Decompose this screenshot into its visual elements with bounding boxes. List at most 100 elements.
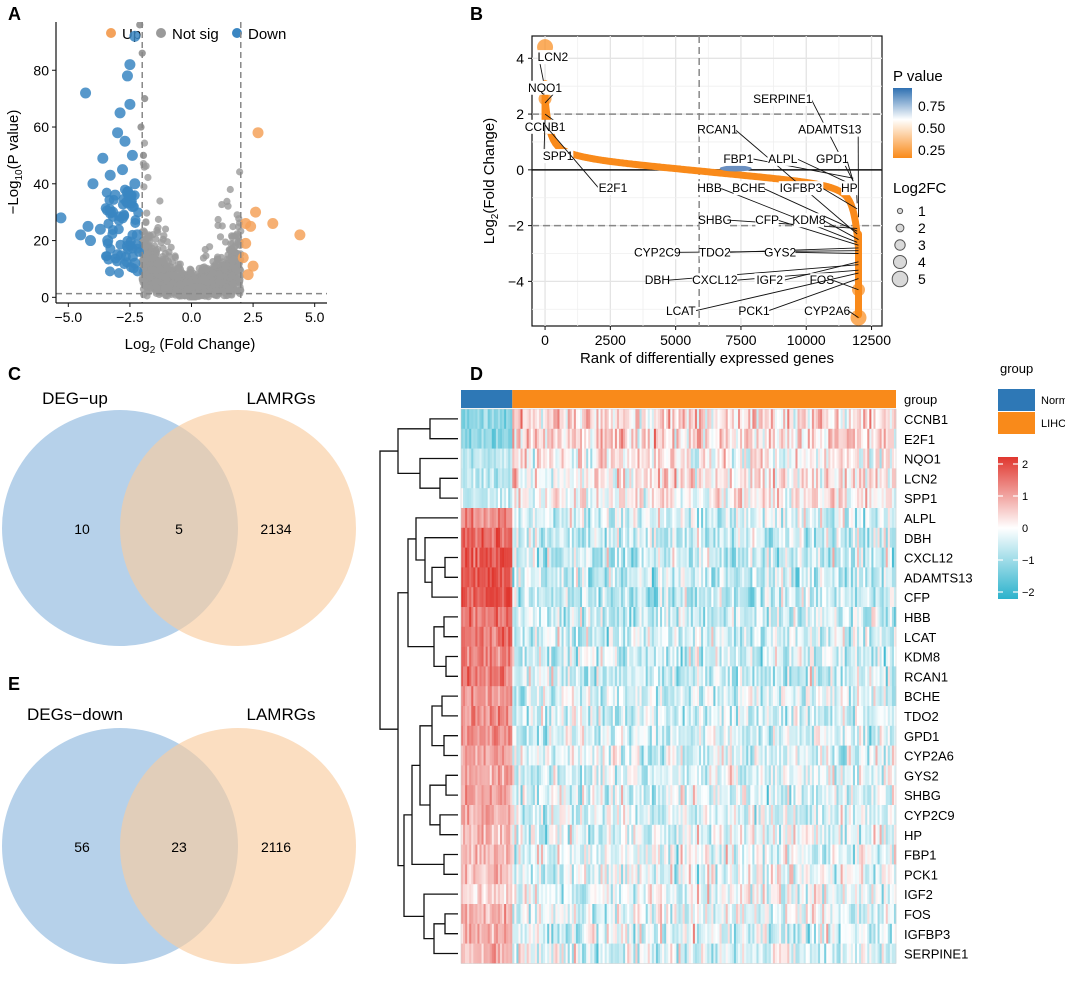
heatmap-cell	[879, 607, 882, 628]
heatmap-cell	[813, 626, 817, 647]
heatmap-cell	[840, 508, 843, 529]
heatmap-cell	[735, 448, 739, 469]
heatmap-cell	[541, 607, 544, 628]
heatmap-cell	[846, 607, 850, 628]
heatmap-cell	[543, 607, 546, 628]
heatmap-cell	[688, 508, 692, 529]
heatmap-cell	[850, 607, 854, 628]
heatmap-cell	[672, 587, 675, 608]
heatmap-cell	[779, 468, 782, 489]
heatmap-cell	[557, 725, 560, 746]
heatmap-cell	[762, 488, 765, 509]
heatmap-cell	[826, 488, 829, 509]
heatmap-cell	[715, 547, 718, 568]
heatmap-cell	[660, 626, 663, 647]
heatmap-cell	[873, 646, 876, 667]
heatmap-cell	[573, 607, 577, 628]
notsig-point	[168, 264, 176, 272]
heatmap-cell	[861, 587, 864, 608]
heatmap-cell	[670, 428, 673, 449]
heatmap-cell	[672, 567, 675, 588]
heatmap-cell	[534, 706, 538, 727]
heatmap-cell	[465, 587, 468, 608]
heatmap-cell	[815, 409, 819, 430]
heatmap-cell	[824, 428, 827, 449]
heatmap-cell	[848, 587, 852, 608]
heatmap-cell	[573, 409, 577, 430]
heatmap-cell	[779, 567, 782, 588]
heatmap-cell	[580, 666, 583, 687]
heatmap-cell	[830, 607, 833, 628]
heatmap-cell	[528, 527, 532, 548]
heatmap-cell	[729, 508, 733, 529]
heatmap-cell	[676, 409, 679, 430]
heatmap-cell	[764, 428, 768, 449]
heatmap-cell	[731, 646, 735, 667]
heatmap-cell	[467, 725, 470, 746]
heatmap-cell	[793, 547, 796, 568]
heatmap-cell	[608, 547, 612, 568]
heatmap-cell	[832, 508, 835, 529]
heatmap-cell	[649, 567, 653, 588]
heatmap-cell	[830, 547, 833, 568]
heatmap-cell	[493, 646, 497, 667]
heatmap-cell	[631, 448, 634, 469]
heatmap-cell	[565, 527, 568, 548]
heatmap-cell	[694, 508, 698, 529]
heatmap-cell	[719, 626, 722, 647]
heatmap-cell	[701, 488, 704, 509]
heatmap-cell	[610, 706, 614, 727]
heatmap-cell	[803, 488, 807, 509]
heatmap-cell	[727, 706, 731, 727]
heatmap-cell	[590, 686, 593, 707]
heatmap-cell	[838, 409, 841, 430]
heatmap-cell	[545, 587, 548, 608]
heatmap-cell	[518, 706, 521, 727]
heatmap-cell	[469, 626, 472, 647]
heatmap-cell	[764, 567, 768, 588]
notsig-point	[148, 254, 156, 262]
heatmap-cell	[596, 448, 599, 469]
heatmap-cell	[857, 666, 860, 687]
heatmap-cell	[715, 527, 718, 548]
heatmap-cell	[690, 448, 694, 469]
heatmap-cell	[592, 626, 595, 647]
down-point	[101, 187, 112, 198]
heatmap-cell	[508, 547, 511, 568]
heatmap-cell	[506, 706, 509, 727]
heatmap-cell	[672, 409, 675, 430]
heatmap-cell	[563, 587, 566, 608]
heatmap-cell	[713, 587, 716, 608]
heatmap-cell	[485, 686, 488, 707]
heatmap-cell	[520, 468, 523, 489]
heatmap-cell	[532, 646, 536, 667]
heatmap-cell	[508, 607, 511, 628]
heatmap-cell	[518, 567, 521, 588]
heatmap-cell	[826, 428, 829, 449]
heatmap-cell	[606, 468, 610, 489]
heatmap-cell	[491, 468, 495, 489]
heatmap-cell	[543, 468, 546, 489]
heatmap-cell	[799, 646, 802, 667]
heatmap-cell	[754, 646, 757, 667]
heatmap-cell	[744, 508, 747, 529]
heatmap-cell	[666, 686, 669, 707]
heatmap-cell	[744, 468, 747, 489]
heatmap-cell	[528, 567, 532, 588]
heatmap-cell	[754, 706, 757, 727]
heatmap-cell	[756, 428, 759, 449]
heatmap-cell	[760, 706, 763, 727]
pvalue-colorbar	[893, 88, 912, 158]
heatmap-cell	[746, 488, 749, 509]
heatmap-cell	[504, 428, 507, 449]
heatmap-cell	[793, 587, 796, 608]
heatmap-cell	[836, 428, 839, 449]
heatmap-cell	[883, 409, 887, 430]
heatmap-cell	[475, 626, 478, 647]
heatmap-cell	[774, 706, 778, 727]
heatmap-cell	[867, 547, 870, 568]
label-leader-line	[544, 124, 600, 189]
heatmap-cell	[719, 409, 722, 430]
notsig-point	[139, 279, 147, 287]
heatmap-cell	[883, 428, 887, 449]
